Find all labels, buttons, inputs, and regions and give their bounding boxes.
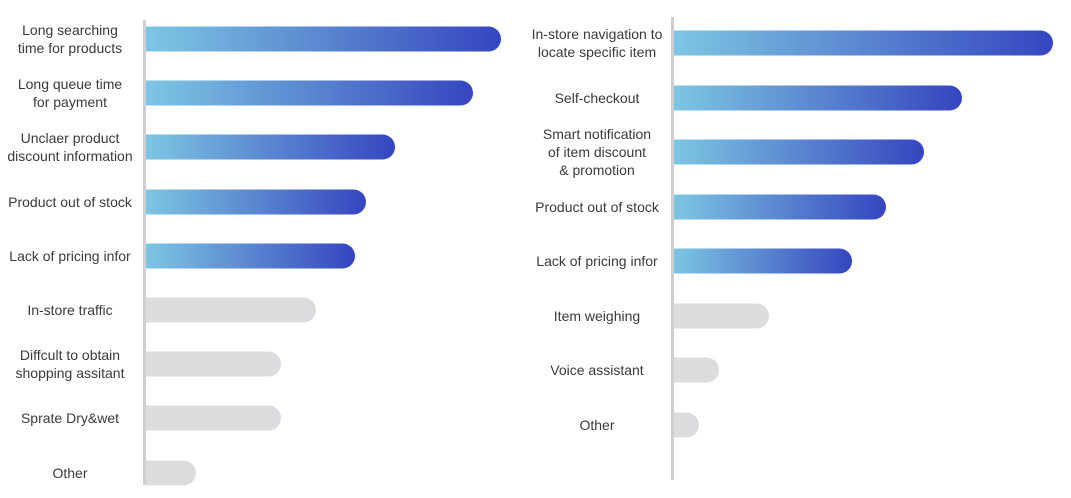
category-label: In-store navigation to locate specific i… bbox=[531, 26, 663, 60]
category-label: Other bbox=[579, 416, 615, 433]
bar-muted bbox=[146, 297, 317, 323]
category-label: Long searching time for products bbox=[17, 22, 123, 56]
category-label: Self-checkout bbox=[554, 89, 640, 106]
bar-muted bbox=[146, 351, 281, 377]
bar-highlighted bbox=[674, 30, 1053, 56]
category-label: Lack of pricing infor bbox=[536, 253, 658, 269]
bar-muted bbox=[674, 412, 699, 437]
category-label: In-store traffic bbox=[27, 302, 113, 318]
bar-highlighted bbox=[146, 243, 356, 269]
chart-desired-features: In-store navigation to locate specific i… bbox=[525, 0, 1071, 498]
bar-muted bbox=[674, 303, 769, 328]
bar-highlighted bbox=[674, 248, 853, 274]
category-label: Other bbox=[52, 464, 88, 481]
category-label: Product out of stock bbox=[535, 198, 659, 215]
bar-muted bbox=[674, 357, 720, 383]
bar-highlighted bbox=[146, 26, 501, 52]
category-label: Long queue time for payment bbox=[17, 76, 123, 111]
category-label: Diffcult to obtain shopping assitant bbox=[15, 347, 125, 382]
bar-muted bbox=[146, 460, 196, 486]
category-label: Smart notification of item discount & pr… bbox=[542, 126, 652, 178]
category-label: Sprate Dry&wet bbox=[20, 410, 120, 427]
chart-pain-points: Long searching time for products Long que… bbox=[0, 0, 520, 498]
bar-highlighted bbox=[146, 80, 473, 106]
bar-highlighted bbox=[146, 189, 367, 215]
bar-highlighted bbox=[674, 194, 887, 219]
axis-line bbox=[671, 17, 674, 480]
category-label: Lack of pricing infor bbox=[9, 247, 131, 264]
category-label: Product out of stock bbox=[8, 193, 132, 210]
bar-highlighted bbox=[674, 85, 963, 110]
bar-highlighted bbox=[146, 134, 395, 160]
category-label: Voice assistant bbox=[550, 362, 644, 378]
axis-line bbox=[143, 20, 146, 485]
category-label: Item weighing bbox=[553, 307, 641, 324]
bar-muted bbox=[146, 405, 281, 431]
bar-highlighted bbox=[674, 139, 925, 165]
category-label: Unclaer product discount information bbox=[7, 130, 133, 165]
